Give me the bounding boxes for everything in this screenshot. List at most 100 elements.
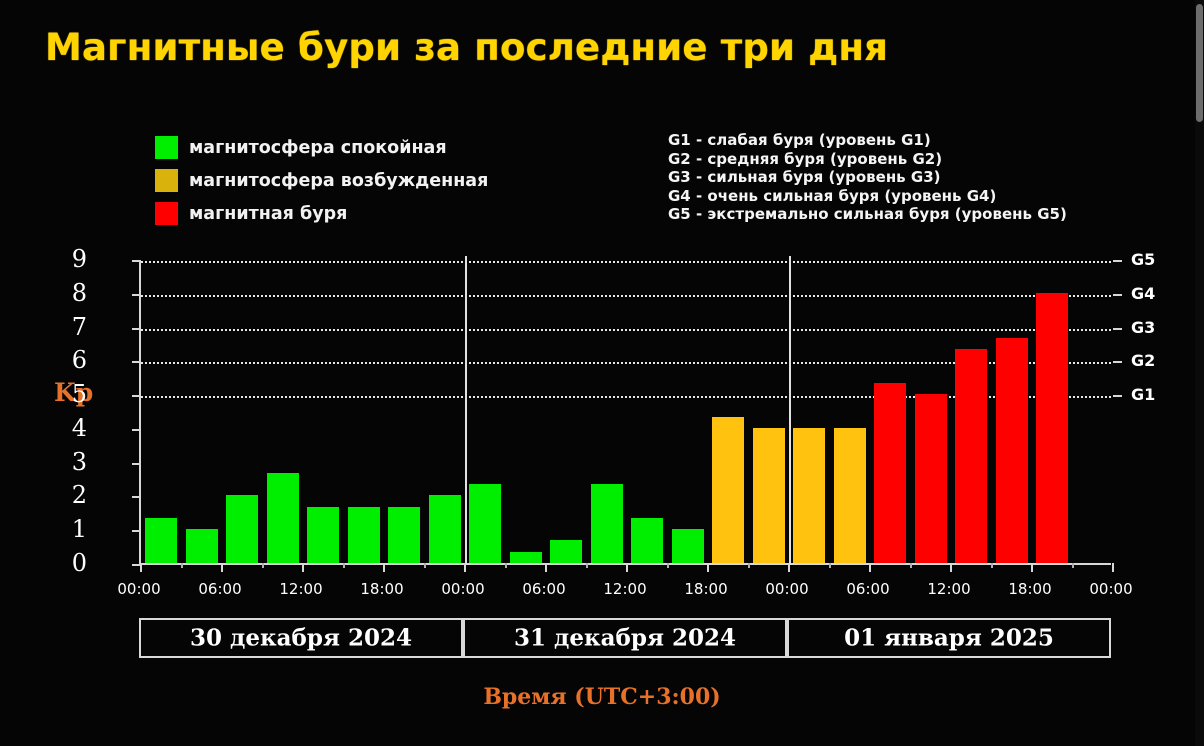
x-axis-tick-label: 12:00: [603, 580, 647, 598]
bar: [185, 529, 218, 563]
scrollbar-thumb[interactable]: [1196, 4, 1203, 122]
x-axis-minor-tick: [423, 563, 426, 568]
day-bracket: 01 января 2025: [787, 618, 1111, 658]
gridlines: [141, 261, 1111, 563]
bar: [874, 382, 907, 563]
y-axis-tick-label: 7: [71, 312, 87, 341]
y-axis-tick-label: 2: [71, 481, 87, 510]
plot-area: [132, 256, 1122, 572]
day-bracket: 30 декабря 2024: [139, 618, 463, 658]
bar: [550, 540, 583, 563]
x-axis-minor-tick: [585, 563, 588, 568]
right-axis-tick: [1113, 293, 1122, 296]
day-bracket-label: 01 января 2025: [844, 624, 1054, 652]
right-axis-tick-label: G2: [1131, 351, 1156, 371]
x-axis-tick-label: 18:00: [1008, 580, 1052, 598]
gridline: [141, 294, 1111, 297]
x-axis-tick: [140, 563, 142, 572]
day-separator: [465, 256, 467, 565]
x-axis-tick-label: 18:00: [684, 580, 728, 598]
legend-item-label: магнитосфера спокойная: [189, 137, 447, 158]
bar: [1036, 292, 1069, 563]
bar: [307, 506, 340, 563]
right-axis-tick-label: G1: [1131, 385, 1156, 405]
storm-level-legend: G1 - слабая буря (уровень G1) G2 - средня…: [668, 131, 1067, 224]
x-axis-minor-tick: [909, 563, 912, 568]
right-axis-ticks: [141, 260, 1122, 563]
right-axis-tick: [1113, 327, 1122, 330]
day-bracket-label: 31 декабря 2024: [514, 624, 736, 652]
x-axis-tick: [221, 563, 223, 572]
x-axis-tick: [302, 563, 304, 572]
bar: [469, 484, 502, 563]
x-axis-tick: [1112, 563, 1114, 572]
gridline: [141, 362, 1111, 365]
x-axis-tick: [788, 563, 790, 572]
storm-level-line: G3 - сильная буря (уровень G3): [668, 168, 941, 186]
gridline: [141, 328, 1111, 331]
bar: [388, 506, 421, 563]
bars-container: [141, 261, 1111, 563]
storm-level-line: G2 - средняя буря (уровень G2): [668, 149, 943, 168]
day-separators: [141, 256, 1111, 565]
y-axis-tick-label: 4: [71, 413, 87, 442]
day-bracket: 31 декабря 2024: [463, 618, 787, 658]
y-axis-tick-label: 1: [71, 515, 87, 544]
gridline: [141, 396, 1111, 399]
x-axis-minor-tick: [180, 563, 183, 568]
y-axis-tick: [132, 530, 141, 533]
right-axis-tick-label: G4: [1131, 283, 1156, 303]
legend-color-swatch: [155, 136, 178, 159]
bar: [995, 337, 1028, 563]
y-axis-tick: [132, 327, 141, 330]
y-axis-tick-label: 6: [71, 346, 87, 375]
day-separator: [789, 256, 791, 565]
storm-level-line: G4 - очень сильная буря (уровень G4): [668, 186, 997, 205]
bar: [833, 427, 866, 563]
x-axis-tick: [1031, 563, 1033, 572]
y-axis-tick-label: 3: [71, 447, 87, 476]
x-axis-tick: [707, 563, 709, 572]
gridline: [141, 261, 1111, 263]
legend-item: магнитосфера спокойная: [155, 131, 488, 164]
y-axis-tick: [132, 564, 141, 566]
legend-item-label: магнитная буря: [189, 203, 348, 224]
bar: [914, 394, 947, 563]
x-axis-ticks: [140, 261, 1114, 572]
x-axis-tick-label: 12:00: [279, 580, 323, 598]
y-axis-tick: [132, 428, 141, 431]
x-axis-minor-tick: [828, 563, 831, 568]
right-axis-tick-label: G5: [1131, 250, 1156, 269]
x-axis-tick: [545, 563, 547, 572]
x-axis-minor-tick: [504, 563, 507, 568]
y-axis-tick-label: 5: [71, 380, 87, 409]
bar: [145, 518, 178, 563]
y-axis-tick: [132, 260, 141, 262]
x-axis-tick-label: 00:00: [765, 580, 809, 598]
y-axis-tick: [132, 361, 141, 364]
x-axis-tick-label: 06:00: [522, 580, 566, 598]
bar: [509, 551, 542, 563]
legend-item: магнитная буря: [155, 197, 488, 230]
bar: [347, 506, 380, 563]
x-axis-tick: [626, 563, 628, 572]
scrollbar-track[interactable]: [1195, 0, 1204, 746]
right-axis-tick: [1113, 361, 1122, 364]
x-axis-minor-tick: [990, 563, 993, 568]
bar: [590, 484, 623, 563]
x-axis-tick-label: 00:00: [117, 580, 161, 598]
x-axis-tick: [383, 563, 385, 572]
legend-item-label: магнитосфера возбужденная: [189, 170, 489, 191]
y-axis-tick-label: 9: [71, 245, 87, 273]
bar: [266, 472, 299, 563]
bar: [955, 349, 988, 563]
y-axis-tick: [132, 496, 141, 499]
x-axis-tick-label: 00:00: [441, 580, 485, 598]
x-axis-minor-tick: [666, 563, 669, 568]
x-axis-tick-label: 00:00: [1089, 580, 1133, 598]
y-axis-tick: [132, 395, 141, 398]
x-axis-minor-tick: [342, 563, 345, 568]
x-axis-minor-tick: [747, 563, 750, 568]
bar: [793, 427, 826, 563]
